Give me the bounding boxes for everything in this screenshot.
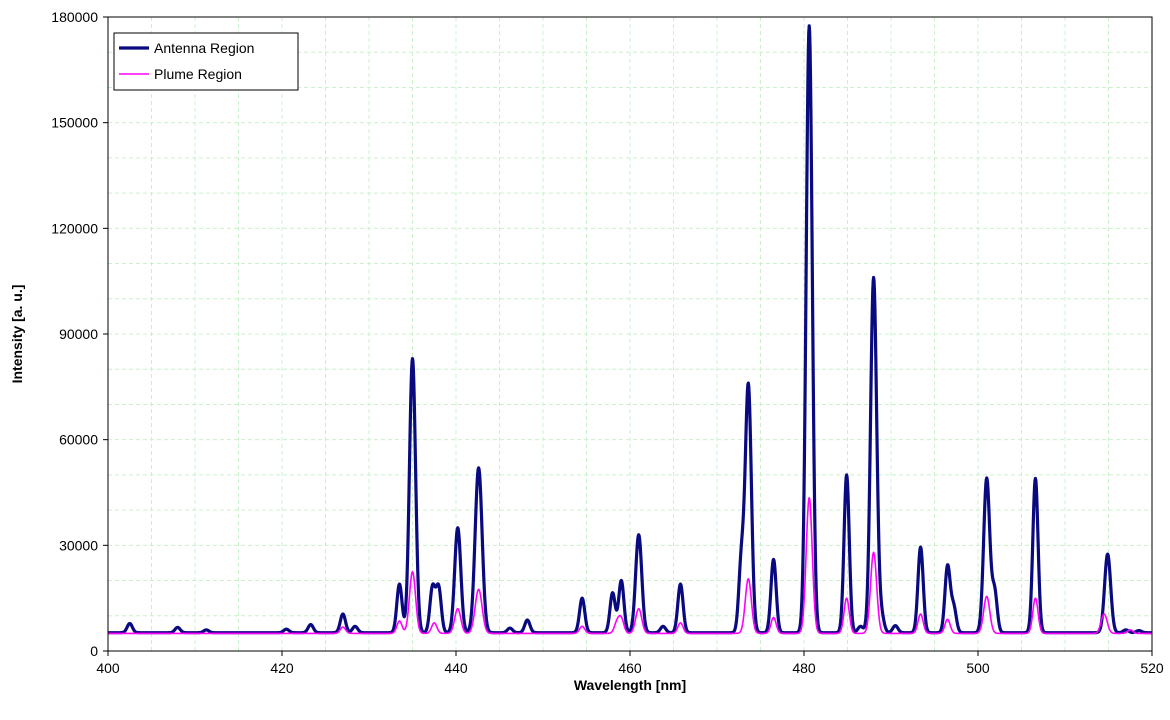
x-tick-label: 460 — [618, 660, 642, 676]
legend-label-antenna: Antenna Region — [154, 40, 254, 56]
y-tick-label: 90000 — [59, 326, 98, 342]
series-line-antenna — [106, 24, 1154, 635]
series-layer — [106, 24, 1154, 635]
x-tick-label: 440 — [444, 660, 468, 676]
x-axis-ticks: 400 420 440 460 480 500 520 — [96, 651, 1164, 676]
x-tick-label: 480 — [792, 660, 816, 676]
x-tick-label: 400 — [96, 660, 120, 676]
y-tick-label: 150000 — [51, 115, 98, 131]
y-tick-label: 0 — [90, 643, 98, 659]
series-line-plume — [107, 496, 1153, 635]
y-tick-label: 60000 — [59, 432, 98, 448]
legend-label-plume: Plume Region — [154, 66, 242, 82]
x-tick-label: 520 — [1140, 660, 1164, 676]
y-tick-label: 180000 — [51, 9, 98, 25]
legend: Antenna Region Plume Region — [113, 32, 299, 91]
y-tick-label: 120000 — [51, 220, 98, 236]
x-tick-label: 420 — [270, 660, 294, 676]
y-axis-ticks: 0 30000 60000 90000 120000 150000 180000 — [51, 9, 108, 659]
x-tick-label: 500 — [966, 660, 990, 676]
legend-box — [113, 32, 299, 91]
y-tick-label: 30000 — [59, 537, 98, 553]
y-axis-title: Intensity [a. u.] — [9, 285, 25, 384]
x-axis-title: Wavelength [nm] — [574, 677, 686, 693]
